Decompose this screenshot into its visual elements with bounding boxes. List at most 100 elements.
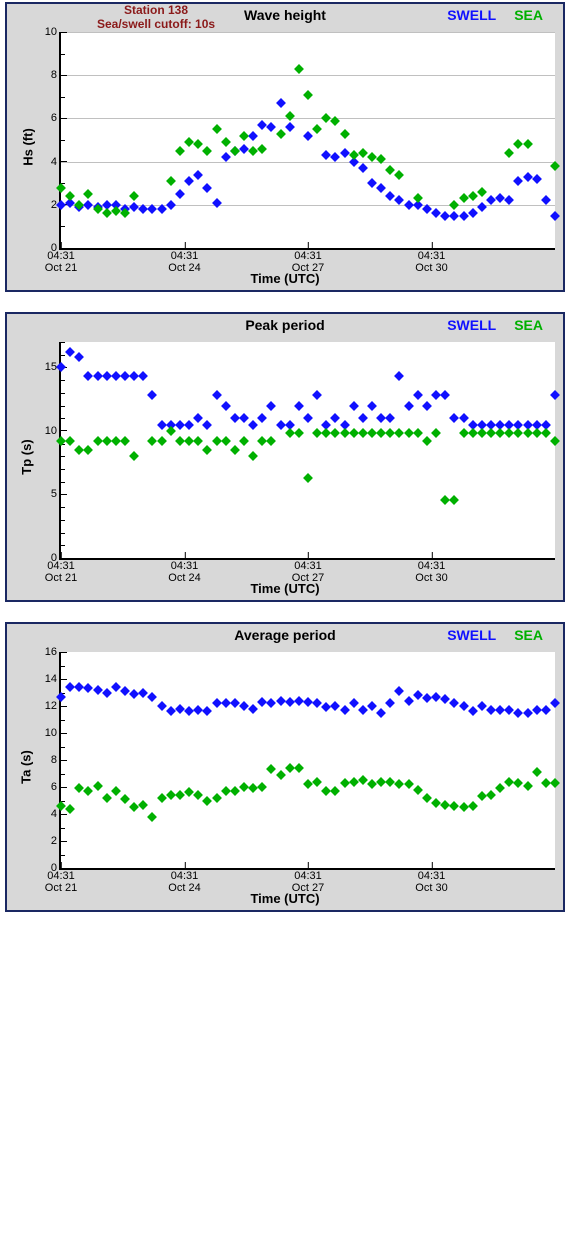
y-axis-label: Ta (s)	[18, 750, 33, 784]
x-tick: 04:31Oct 30	[415, 868, 447, 894]
swell-point	[513, 176, 523, 186]
swell-point	[230, 413, 240, 423]
sea-point	[312, 124, 322, 134]
swell-point	[193, 413, 203, 423]
sea-point	[550, 436, 560, 446]
sea-point	[83, 445, 93, 455]
swell-point	[266, 401, 276, 411]
swell-point	[148, 692, 158, 702]
legend-sea: SEA	[514, 7, 543, 23]
swell-point	[221, 698, 231, 708]
sea-point	[468, 801, 478, 811]
sea-point	[120, 436, 130, 446]
sea-point	[523, 429, 533, 439]
sea-point	[212, 436, 222, 446]
y-tick: 8	[51, 69, 61, 81]
swell-point	[83, 371, 93, 381]
swell-point	[376, 708, 386, 718]
sea-point	[230, 786, 240, 796]
sea-point	[129, 451, 139, 461]
swell-point	[239, 413, 249, 423]
swell-point	[358, 705, 368, 715]
sea-point	[523, 139, 533, 149]
sea-point	[477, 791, 487, 801]
x-tick: 04:31Oct 21	[45, 248, 77, 274]
sea-point	[148, 812, 158, 822]
y-tick: 6	[51, 781, 61, 793]
y-tick: 8	[51, 754, 61, 766]
sea-point	[541, 429, 551, 439]
swell-point	[431, 208, 441, 218]
swell-point	[239, 701, 249, 711]
sea-point	[330, 429, 340, 439]
swell-point	[358, 413, 368, 423]
sea-point	[303, 90, 313, 100]
swell-point	[321, 150, 331, 160]
plot-area: 024681004:31Oct 2104:31Oct 2404:31Oct 27…	[59, 32, 555, 250]
swell-point	[459, 413, 469, 423]
sea-point	[459, 193, 469, 203]
swell-point	[349, 698, 359, 708]
x-tick: 04:31Oct 27	[292, 558, 324, 584]
sea-point	[285, 111, 295, 121]
y-minor-tick	[61, 380, 65, 381]
swell-point	[385, 698, 395, 708]
swell-point	[477, 202, 487, 212]
swell-point	[330, 413, 340, 423]
y-minor-tick	[61, 666, 65, 667]
y-tick: 2	[51, 835, 61, 847]
sea-point	[175, 146, 185, 156]
sea-point	[74, 783, 84, 793]
swell-point	[83, 683, 93, 693]
y-minor-tick	[61, 355, 65, 356]
sea-point	[358, 429, 368, 439]
y-axis-label: Hs (ft)	[20, 128, 35, 166]
sea-point	[83, 189, 93, 199]
sea-point	[513, 778, 523, 788]
x-tick: 04:31Oct 24	[168, 868, 200, 894]
sea-point	[449, 801, 459, 811]
swell-point	[257, 120, 267, 130]
sea-point	[266, 436, 276, 446]
y-minor-tick	[61, 54, 65, 55]
sea-point	[468, 191, 478, 201]
swell-point	[294, 696, 304, 706]
swell-point	[102, 371, 112, 381]
y-tick: 5	[51, 488, 61, 500]
swell-point	[129, 689, 139, 699]
y-minor-tick	[61, 140, 65, 141]
sea-point	[330, 786, 340, 796]
swell-point	[276, 98, 286, 108]
sea-point	[312, 777, 322, 787]
gridline	[61, 32, 555, 33]
y-tick: 14	[45, 673, 61, 685]
sea-point	[111, 786, 121, 796]
swell-point	[321, 702, 331, 712]
swell-point	[459, 701, 469, 711]
sea-point	[166, 176, 176, 186]
x-tick: 04:31Oct 24	[168, 248, 200, 274]
y-minor-tick	[61, 482, 65, 483]
y-tick: 6	[51, 112, 61, 124]
swell-point	[550, 390, 560, 400]
swell-point	[93, 371, 103, 381]
swell-point	[523, 172, 533, 182]
swell-point	[303, 413, 313, 423]
swell-point	[276, 696, 286, 706]
sea-point	[303, 473, 313, 483]
sea-point	[431, 798, 441, 808]
sea-point	[486, 429, 496, 439]
sea-point	[129, 191, 139, 201]
y-minor-tick	[61, 520, 65, 521]
sea-point	[276, 770, 286, 780]
sea-point	[340, 129, 350, 139]
y-minor-tick	[61, 774, 65, 775]
y-tick: 4	[51, 156, 61, 168]
legend: SWELLSEA	[447, 7, 543, 23]
swell-point	[212, 390, 222, 400]
swell-point	[221, 401, 231, 411]
sea-point	[395, 429, 405, 439]
x-tick: 04:31Oct 21	[45, 868, 77, 894]
chart-panel: Station 138Sea/swell cutoff: 10sWave hei…	[5, 2, 565, 292]
sea-point	[349, 777, 359, 787]
